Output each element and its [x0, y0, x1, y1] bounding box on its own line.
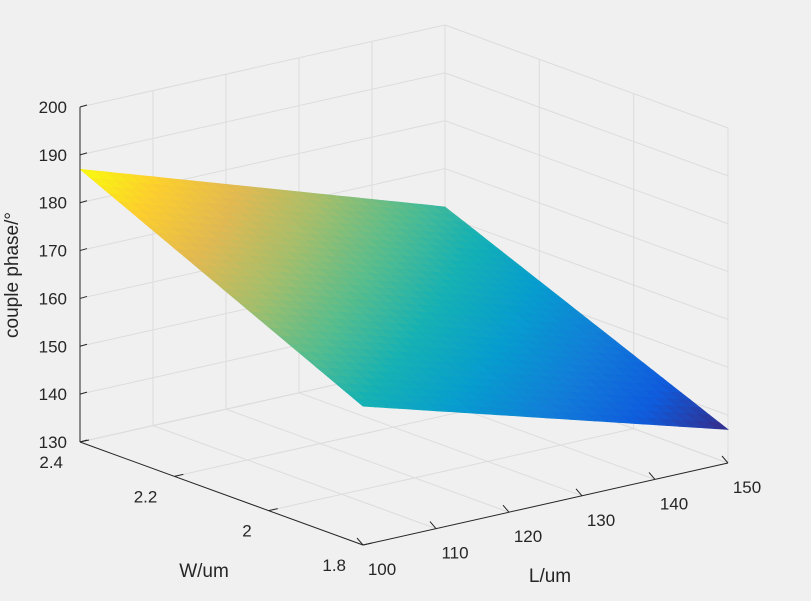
- y-tick-mark: [362, 542, 373, 546]
- x-tick-mark: [502, 504, 510, 513]
- surface: [79, 168, 729, 430]
- grid-line-wall-z: [444, 120, 729, 225]
- x-tick-label: 140: [660, 494, 688, 513]
- y-axis-label: W/um: [179, 561, 229, 582]
- x-tick-label: 130: [587, 511, 615, 530]
- y-tick-label: 2.4: [39, 453, 63, 472]
- z-tick-mark: [79, 295, 88, 299]
- grid-line-wall-z: [79, 72, 446, 156]
- z-tick-mark: [79, 343, 88, 347]
- surface-cell: [79, 168, 103, 179]
- y-axis-line: [79, 441, 364, 546]
- z-tick-label: 190: [39, 146, 67, 165]
- axes: [79, 104, 729, 546]
- x-tick-label: 120: [514, 527, 542, 546]
- x-tick-mark: [575, 488, 583, 497]
- tick-labels: 130 140 150 160 170 180 190 200 100 110 120 130 140 1…: [39, 98, 762, 579]
- x-tick-label: 100: [368, 560, 396, 579]
- z-tick-mark: [79, 248, 88, 252]
- z-tick-mark: [79, 200, 88, 204]
- y-tick-label: 2.2: [134, 487, 158, 506]
- grid-line-wall-z: [79, 24, 446, 108]
- axis-labels: couple phase/° W/um L/um: [2, 212, 571, 587]
- z-axis-label: couple phase/°: [2, 212, 23, 338]
- z-tick-label: 180: [39, 194, 67, 213]
- y-tick-mark: [174, 473, 184, 477]
- grid-line-floor-y: [268, 428, 634, 512]
- grid-line-wall-z: [444, 24, 729, 129]
- x-tick-mark: [429, 521, 437, 529]
- y-tick-label: 2: [242, 522, 251, 541]
- x-tick-label: 110: [441, 544, 468, 563]
- y-tick-label: 1.8: [322, 556, 346, 575]
- z-tick-label: 140: [39, 385, 67, 404]
- z-tick-label: 200: [39, 98, 67, 117]
- y-tick-mark: [79, 439, 90, 443]
- z-tick-label: 170: [39, 242, 67, 261]
- y-tick-mark: [268, 508, 278, 512]
- grid-line-wall-z: [444, 215, 729, 320]
- z-tick-label: 160: [39, 289, 67, 308]
- grid-line-wall-z: [444, 168, 729, 273]
- x-axis-label: L/um: [529, 566, 571, 587]
- grid-line-floor-x: [298, 392, 583, 497]
- z-tick-mark: [79, 152, 88, 156]
- x-tick-mark: [648, 472, 656, 480]
- grid-line-floor-x: [152, 425, 437, 530]
- z-tick-mark: [79, 391, 88, 395]
- grid-line-wall-z: [444, 72, 729, 177]
- x-axis-line: [362, 462, 729, 546]
- z-tick-label: 150: [39, 337, 67, 356]
- z-tick-label: 130: [39, 433, 67, 452]
- z-tick-mark: [79, 104, 88, 108]
- x-tick-mark: [721, 455, 729, 464]
- grid-line-floor-x: [225, 408, 510, 513]
- x-tick-mark: [356, 537, 364, 546]
- x-tick-label: 150: [733, 478, 761, 497]
